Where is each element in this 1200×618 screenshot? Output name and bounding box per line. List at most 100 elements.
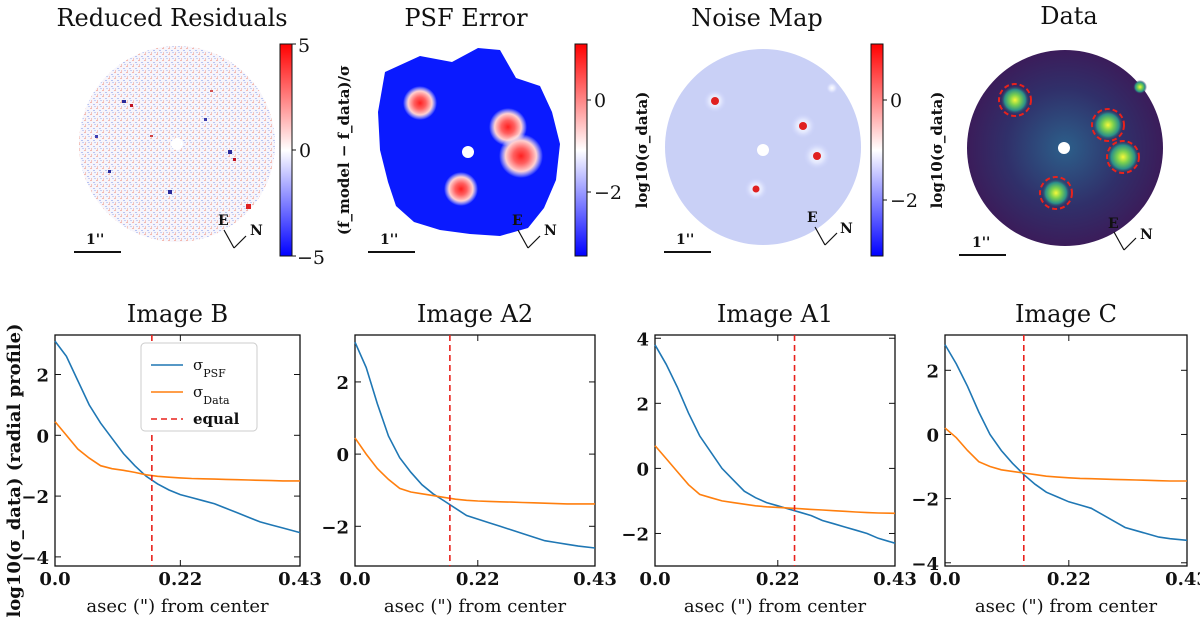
y-tick-label: 0	[36, 426, 49, 447]
center-mask	[757, 144, 769, 156]
x-tick-label: 0.0	[339, 569, 370, 590]
y-axis-label: log10(σ_data) (radial profile)	[4, 323, 25, 617]
compass-arrows	[1113, 231, 1137, 251]
map-title: Noise Map	[691, 4, 823, 32]
data-sources	[1000, 80, 1147, 208]
colorbar-tick-label: 0	[299, 140, 311, 162]
psf-error-spots	[403, 86, 543, 206]
x-tick-label: 0.22	[158, 569, 202, 590]
y-tick-label: −2	[911, 490, 939, 511]
scale-label: 1''	[86, 232, 104, 248]
series-data-line	[354, 437, 595, 505]
series-data-line	[54, 421, 300, 482]
colorbar-label: log10(σ_data)	[928, 92, 946, 209]
y-tick-label: −2	[21, 487, 49, 508]
chart-title: Image A2	[417, 300, 533, 328]
map-title: Reduced Residuals	[56, 4, 287, 32]
legend-label: equal	[193, 410, 240, 428]
x-tick-label: 0.0	[929, 569, 960, 590]
colorbar	[574, 43, 588, 257]
x-axis-label: asec (") from center	[86, 596, 269, 617]
colorbar-ticks	[292, 43, 296, 257]
compass-north: N	[544, 223, 557, 239]
center-mask	[1058, 142, 1070, 154]
x-tick-label: 0.22	[456, 569, 500, 590]
compass-arrows	[223, 229, 247, 249]
plot-frame	[654, 334, 896, 567]
compass-east: E	[807, 210, 818, 226]
source-markers	[998, 83, 1140, 210]
scale-label: 1''	[972, 235, 990, 251]
chart-3: Image A1 4 2 0 −2 0.0 0.22 0.43 asec (") from ce…	[621, 300, 917, 617]
colorbar-ticks	[587, 99, 591, 193]
colorbar	[279, 43, 293, 257]
map-data: Data 1'' E N	[959, 2, 1163, 256]
series-data-line	[944, 427, 1187, 482]
x-axis-label: asec (") from center	[684, 596, 867, 617]
x-tick-label: 0.43	[873, 569, 917, 590]
map-psf-error: PSF Error 0 −2 1'' E N	[368, 4, 622, 257]
plot-frame	[354, 334, 596, 567]
colorbar-tick-label: −5	[297, 247, 325, 269]
map-title: PSF Error	[404, 4, 528, 32]
chart-4: Image C 2 0 −2 −40.0 0.22 0.43 asec (") from ce…	[911, 300, 1200, 617]
plot-frame	[944, 334, 1188, 567]
y-tick-label: 2	[336, 373, 349, 394]
x-tick-label: 0.43	[1165, 569, 1200, 590]
colorbar	[870, 43, 884, 257]
colorbar-label-left: log10(σ_data)	[633, 92, 651, 209]
colorbar-tick-label: 0	[594, 90, 606, 112]
x-axis-label: asec (") from center	[384, 596, 567, 617]
x-tick-label: 0.0	[39, 569, 70, 590]
colorbar-ticks	[883, 99, 887, 201]
y-tick-label: −2	[621, 524, 649, 545]
y-tick-label: −4	[21, 548, 49, 569]
series-psf-line	[654, 344, 896, 544]
y-tick-label: 2	[926, 361, 939, 382]
plot-frame	[54, 334, 301, 567]
compass-arrows	[517, 229, 541, 249]
y-tick-label: 2	[636, 394, 649, 415]
y-tick-label: −2	[321, 517, 349, 538]
compass-arrows	[814, 226, 838, 246]
center-mask	[171, 138, 183, 150]
x-tick-label: 0.22	[756, 569, 800, 590]
chart-title: Image C	[1015, 300, 1117, 328]
x-tick-label: 0.0	[639, 569, 670, 590]
series-psf-line	[944, 344, 1188, 542]
colorbar-tick-label: 0	[890, 90, 902, 112]
y-tick-label: −4	[911, 554, 939, 575]
colorbar-tick-label: −2	[594, 182, 622, 204]
compass-east: E	[512, 213, 523, 229]
noise-spots	[703, 82, 838, 201]
scale-label: 1''	[676, 232, 694, 248]
compass-east: E	[218, 213, 229, 229]
scale-label: 1''	[380, 232, 398, 248]
legend: σPSF σData equal	[140, 342, 258, 432]
x-tick-label: 0.22	[1047, 569, 1091, 590]
x-axis-label: asec (") from center	[975, 596, 1158, 617]
series-psf-line	[354, 341, 596, 549]
x-tick-label: 0.43	[278, 569, 322, 590]
y-tick-label: 0	[926, 425, 939, 446]
x-tick-label: 0.43	[573, 569, 617, 590]
legend-label: σPSF	[193, 356, 226, 380]
center-mask	[462, 146, 474, 158]
map-noise: Noise Map log10(σ_data) 0 −2 log10(σ_dat…	[633, 4, 946, 257]
colorbar-tick-label: −2	[890, 190, 918, 212]
series-psf-line	[54, 340, 301, 534]
y-tick-label: 0	[336, 445, 349, 466]
map-title: Data	[1040, 2, 1098, 30]
compass-north: N	[1140, 227, 1153, 243]
chart-title: Image B	[127, 300, 228, 328]
chart-title: Image A1	[717, 300, 833, 328]
map-reduced-residuals: Reduced Residuals 5 0 −5 (f_model − f_da…	[56, 4, 353, 269]
colorbar-label: (f_model − f_data)/σ	[335, 65, 353, 235]
legend-label: σData	[193, 383, 230, 407]
compass-north: N	[840, 221, 853, 237]
residual-speckles	[95, 90, 251, 209]
compass-north: N	[250, 223, 263, 239]
compass-east: E	[1108, 216, 1119, 232]
